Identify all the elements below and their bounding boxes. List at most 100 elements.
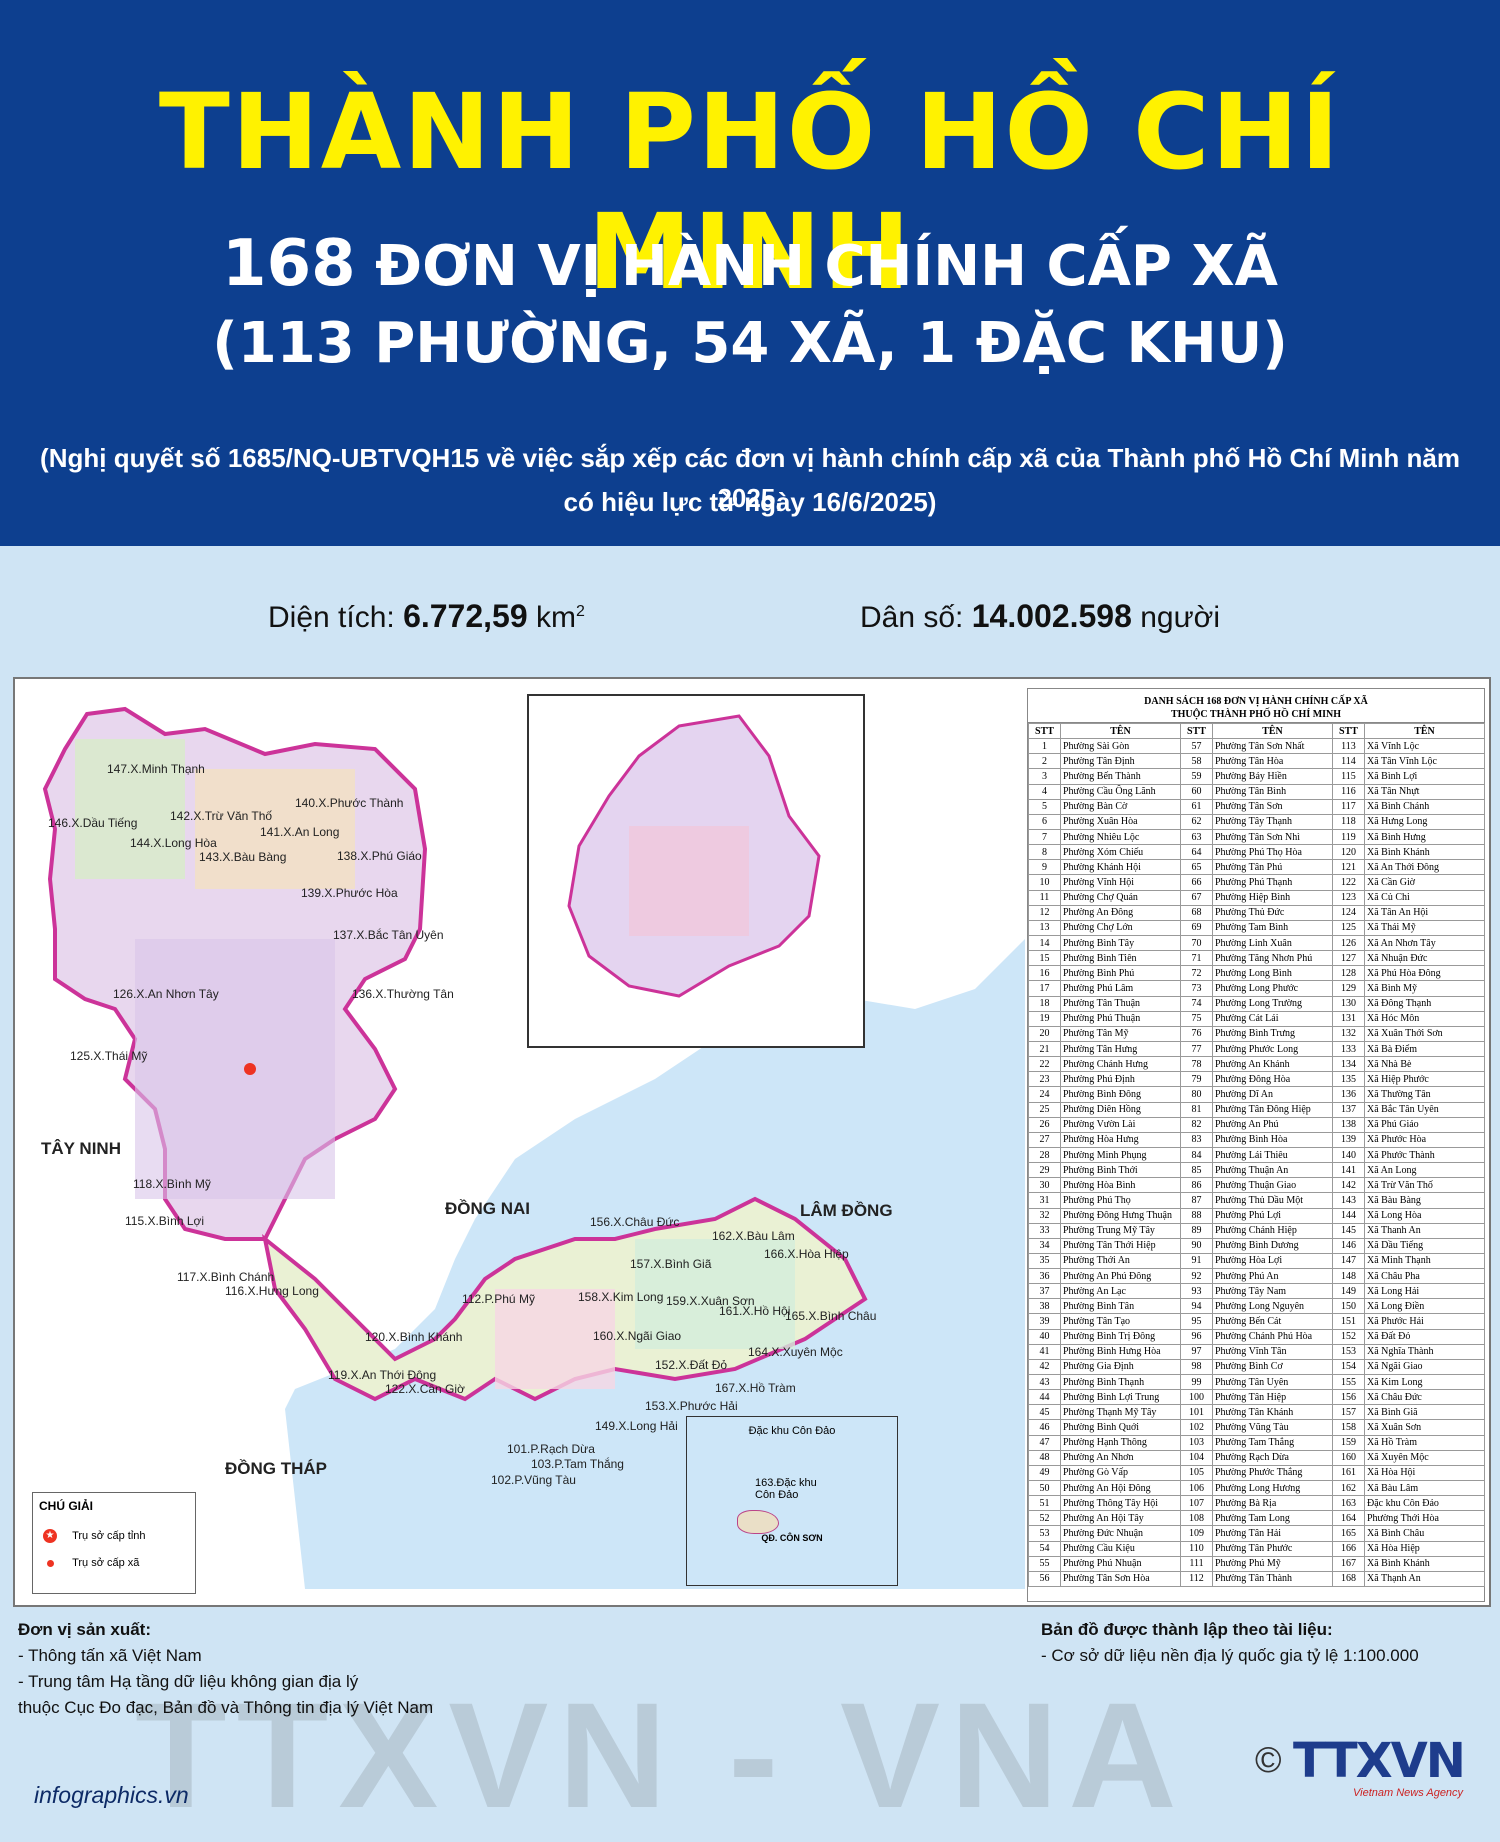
table-row: 14 Phường Bình Tây 70 Phường Linh Xuân 126 Xã…: [1028, 934, 1485, 952]
name-cell: Phường Cầu Ông Lãnh: [1060, 783, 1181, 800]
stt-cell: 10: [1028, 874, 1061, 891]
name-cell: Phường An Lạc: [1060, 1283, 1181, 1300]
name-cell: Xã Thạnh An: [1364, 1570, 1485, 1588]
stats-bar: Diện tích: 6.772,59 km2 Dân số: 14.002.5…: [0, 598, 1500, 642]
producer-item: - Trung tâm Hạ tầng dữ liệu không gian đ…: [18, 1672, 359, 1691]
table-row: 36 Phường An Phú Đông 92 Phường Phú An 148 Xã…: [1028, 1268, 1485, 1285]
stt-cell: 22: [1028, 1056, 1061, 1073]
area-unit-sup: 2: [575, 603, 585, 620]
stt-cell: 91: [1180, 1252, 1213, 1270]
commune-label: 147.X.Minh Thạnh: [107, 762, 205, 776]
table-row: 5 Phường Bàn Cờ 61 Phường Tân Sơn 117 Xã Bình…: [1028, 798, 1485, 815]
name-cell: Xã Hưng Long: [1364, 813, 1485, 830]
stt-cell: 73: [1180, 980, 1213, 997]
commune-label: 117.X.Bình Chánh: [177, 1270, 275, 1284]
ttxvn-logo: © TTXVN Vietnam News Agency: [1255, 1733, 1475, 1803]
stt-cell: 74: [1180, 995, 1213, 1012]
stt-cell: 163: [1332, 1495, 1365, 1512]
name-cell: Xã Long Hòa: [1364, 1207, 1485, 1224]
name-cell: Phường Long Trường: [1212, 995, 1333, 1012]
con-dao-inset[interactable]: Đặc khu Côn Đảo 163.Đặc khu Côn Đảo QĐ. …: [686, 1416, 898, 1586]
stt-cell: 146: [1332, 1237, 1365, 1254]
stt-cell: 27: [1028, 1131, 1061, 1148]
table-row: 50 Phường An Hội Đông 106 Phường Long Hương…: [1028, 1480, 1485, 1497]
stt-cell: 38: [1028, 1298, 1061, 1315]
name-cell: Phường Tây Thạnh: [1212, 813, 1333, 830]
district-block: [495, 1289, 615, 1389]
inset-map: [567, 714, 821, 998]
name-cell: Phường Tân Đông Hiệp: [1212, 1101, 1333, 1118]
name-cell: Phường Phú Lâm: [1060, 980, 1181, 997]
stt-cell: 167: [1332, 1555, 1365, 1572]
name-cell: Xã Long Hải: [1364, 1283, 1485, 1300]
name-cell: Phường Tân Hiệp: [1212, 1389, 1333, 1406]
stt-cell: 2: [1028, 753, 1061, 770]
name-cell: Xã Bàu Bàng: [1364, 1192, 1485, 1209]
stt-cell: 104: [1180, 1449, 1213, 1466]
stt-cell: 26: [1028, 1116, 1061, 1133]
commune-label: 116.X.Hưng Long: [225, 1284, 319, 1298]
stt-cell: 18: [1028, 995, 1061, 1012]
name-cell: Xã Bắc Tân Uyên: [1364, 1101, 1485, 1118]
table-header-row: STT TÊN STT TÊN STT TÊN: [1028, 722, 1485, 740]
table-row: 20 Phường Tân Mỹ 76 Phường Bình Trưng 132 Xã …: [1028, 1025, 1485, 1042]
table-row: 42 Phường Gia Định 98 Phường Bình Cơ 154 Xã N…: [1028, 1358, 1485, 1376]
name-cell: Phường Trung Mỹ Tây: [1060, 1222, 1181, 1239]
inner-city-inset[interactable]: [527, 694, 865, 1048]
site-link[interactable]: infographics.vn: [34, 1782, 189, 1808]
name-cell: Xã Phước Hải: [1364, 1313, 1485, 1330]
stt-cell: 123: [1332, 889, 1365, 906]
name-cell: Phường Vĩnh Hội: [1060, 874, 1181, 891]
commune-label: 144.X.Long Hòa: [130, 836, 217, 850]
table-row: 6 Phường Xuân Hòa 62 Phường Tây Thạnh 118 Xã …: [1028, 813, 1485, 830]
producer-item: thuộc Cục Đo đạc, Bản đồ và Thông tin đị…: [18, 1698, 434, 1717]
name-cell: Phường Tân Mỹ: [1060, 1025, 1181, 1042]
name-cell: Phường Bình Trưng: [1212, 1025, 1333, 1042]
stt-cell: 31: [1028, 1192, 1061, 1209]
name-cell: Phường Phú An: [1212, 1268, 1333, 1285]
name-cell: Xã Châu Đức: [1364, 1389, 1485, 1406]
stt-cell: 65: [1180, 859, 1213, 876]
producer-credits: Đơn vị sản xuất: - Thông tấn xã Việt Nam…: [18, 1617, 433, 1721]
stt-cell: 32: [1028, 1207, 1061, 1224]
name-cell: Xã Thanh An: [1364, 1222, 1485, 1239]
stt-cell: 85: [1180, 1162, 1213, 1179]
commune-label: 143.X.Bàu Bàng: [199, 850, 287, 864]
commune-label: 120.X.Bình Khánh: [365, 1330, 463, 1344]
stt-cell: 3: [1028, 768, 1061, 785]
table-row: 41 Phường Bình Hưng Hòa 97 Phường Vĩnh Tân 1…: [1028, 1343, 1485, 1360]
stt-cell: 158: [1332, 1419, 1365, 1436]
name-cell: Phường An Nhơn: [1060, 1449, 1181, 1466]
name-cell: Phường Phú Thọ: [1060, 1192, 1181, 1209]
table-row: 19 Phường Phú Thuận 75 Phường Cát Lái 131 Xã …: [1028, 1010, 1485, 1027]
stt-cell: 30: [1028, 1177, 1061, 1194]
stt-cell: 40: [1028, 1328, 1061, 1345]
stt-cell: 161: [1332, 1464, 1365, 1482]
name-cell: Phường Bình Phú: [1060, 965, 1181, 982]
stt-cell: 113: [1332, 738, 1365, 755]
con-dao-island-shape: [737, 1510, 779, 1534]
stt-cell: 144: [1332, 1207, 1365, 1224]
name-cell: Phường Bàn Cờ: [1060, 798, 1181, 815]
stt-cell: 68: [1180, 904, 1213, 921]
name-cell: Xã Phước Thành: [1364, 1146, 1485, 1164]
table-row: 9 Phường Khánh Hội 65 Phường Tân Phú 121 Xã A…: [1028, 859, 1485, 876]
stt-cell: 84: [1180, 1146, 1213, 1164]
name-cell: Xã Xuyên Mộc: [1364, 1449, 1485, 1466]
name-cell: Xã Nhà Bè: [1364, 1056, 1485, 1073]
name-cell: Phường Tân Phước: [1212, 1540, 1333, 1557]
name-cell: Phường Hòa Hưng: [1060, 1131, 1181, 1148]
stt-cell: 142: [1332, 1177, 1365, 1194]
commune-label: 146.X.Dầu Tiếng: [48, 816, 138, 830]
stt-cell: 152: [1332, 1328, 1365, 1345]
name-cell: Xã An Nhơn Tây: [1364, 934, 1485, 952]
name-cell: Phường Tam Thắng: [1212, 1434, 1333, 1451]
commune-label: 103.P.Tam Thắng: [531, 1457, 624, 1471]
table-row: 39 Phường Tân Tạo 95 Phường Bến Cát 151 Xã Ph…: [1028, 1313, 1485, 1330]
name-cell: Phường Bình Thạnh: [1060, 1374, 1181, 1391]
name-cell: Xã Bình Giã: [1364, 1404, 1485, 1421]
commune-label: 112.P.Phú Mỹ: [462, 1292, 535, 1306]
commune-label: 166.X.Hòa Hiệp: [764, 1247, 849, 1261]
table-row: 52 Phường An Hội Tây 108 Phường Tam Long 164…: [1028, 1510, 1485, 1527]
legend-title: CHÚ GIẢI: [39, 1499, 93, 1513]
